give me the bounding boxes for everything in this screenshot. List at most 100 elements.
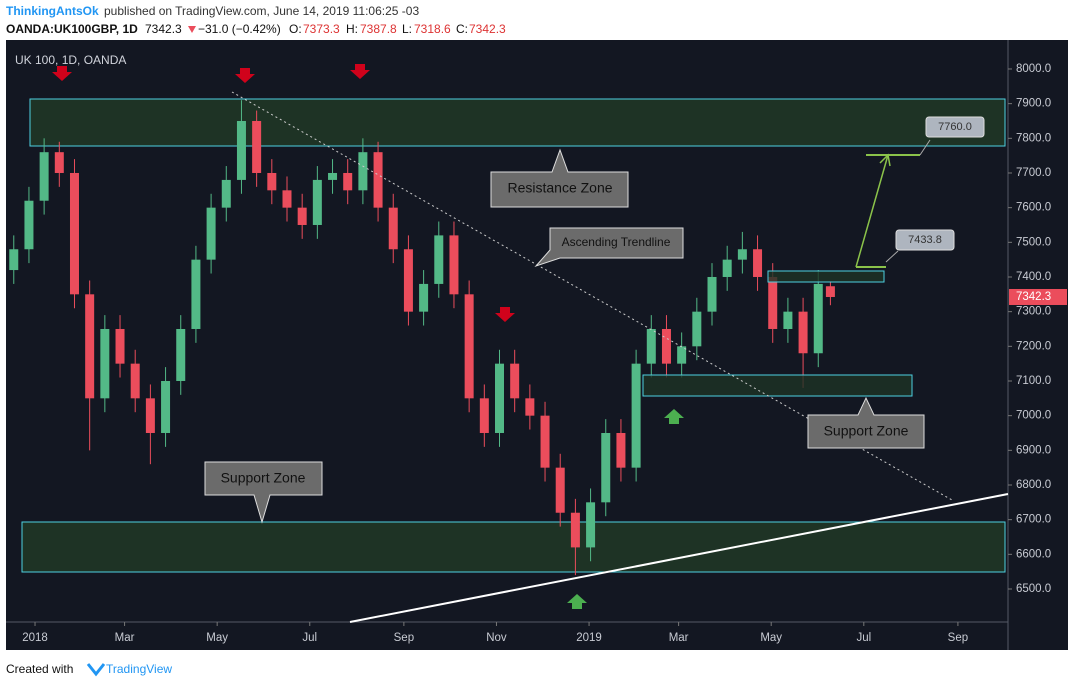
h-value: 7387.8 [360, 22, 397, 36]
c-value: 7342.3 [469, 22, 506, 36]
breakout-box [767, 270, 885, 283]
candle-body [737, 249, 747, 260]
candle-body [191, 259, 201, 329]
candle-body [267, 172, 277, 191]
label-leader [885, 250, 899, 263]
y-tick-label: 6600.0 [1016, 548, 1051, 560]
x-tick-label: Sep [394, 632, 414, 644]
x-tick-label: Jul [302, 632, 317, 644]
x-tick-label: Nov [486, 632, 507, 644]
callout [807, 396, 925, 449]
candle-body [39, 152, 49, 201]
y-tick-label: 7200.0 [1016, 340, 1051, 352]
last-price: 7342.3 [145, 22, 182, 36]
author[interactable]: ThinkingAntsOk [6, 4, 99, 18]
candle-body [479, 398, 489, 433]
callout-text: Resistance Zone [507, 180, 612, 196]
candle-body [494, 363, 504, 433]
logo [86, 663, 106, 677]
o-label: O: [289, 22, 302, 36]
candle-body [631, 363, 641, 468]
candle-body [145, 398, 155, 433]
x-tick-label: 2019 [576, 632, 602, 644]
footer-brand[interactable]: TradingView [106, 662, 172, 676]
candle-body [510, 363, 520, 399]
y-tick-label: 7300.0 [1016, 306, 1051, 318]
candle-body [707, 276, 717, 312]
x-tick-label: Sep [948, 632, 968, 644]
x-tick-label: Jul [856, 632, 871, 644]
y-tick-label: 7100.0 [1016, 375, 1051, 387]
candle-body [221, 179, 231, 208]
candle-body [601, 432, 611, 503]
candle-body [586, 502, 596, 548]
candle-body [24, 200, 34, 250]
candle-body [813, 283, 823, 354]
published: published on TradingView.com, June 14, 2… [104, 4, 419, 18]
drawings: 7760.0 7433.8 Resistance Zone Ascending … [52, 64, 1009, 623]
candle-body [206, 207, 216, 260]
price-tag-label: 7342.3 [1016, 291, 1051, 303]
candle-body [825, 286, 835, 297]
down-arrow [350, 64, 370, 79]
target-path [855, 154, 889, 268]
down-triangle [188, 26, 196, 33]
candle-body [783, 311, 793, 329]
price-tag [1009, 288, 1067, 305]
candle-body [312, 179, 322, 225]
y-tick-label: 6700.0 [1016, 514, 1051, 526]
x-tick-label: Mar [669, 632, 689, 644]
candle-body [85, 294, 95, 399]
resistance-zone [29, 98, 1006, 147]
callout [534, 227, 684, 268]
support-zone-mid [642, 374, 913, 397]
y-tick-label: 7900.0 [1016, 98, 1051, 110]
candle-body [419, 283, 429, 312]
candle-body [525, 398, 535, 416]
candle-body [115, 328, 125, 364]
footer-created: Created with [6, 662, 73, 676]
down-arrow [235, 68, 255, 83]
down-arrow [495, 307, 515, 322]
candle-body [464, 294, 474, 399]
callout-text: Ascending Trendline [562, 235, 671, 249]
candle-body [282, 190, 292, 208]
candle-body [54, 152, 64, 173]
breakout-label-box [895, 229, 955, 251]
candle-body [555, 467, 565, 513]
candle-body [9, 249, 19, 271]
up-arrow [567, 594, 587, 609]
candle-body [343, 172, 353, 191]
y-tick-label: 7500.0 [1016, 236, 1051, 248]
candle-body [403, 249, 413, 312]
candle-body [570, 512, 580, 548]
candle-body [69, 172, 79, 295]
candle-body [798, 311, 808, 354]
y-tick-label: 7700.0 [1016, 167, 1051, 179]
ascending-trendline [349, 493, 1009, 623]
target-label-box [925, 116, 985, 138]
target-label: 7760.0 [938, 121, 972, 133]
h-label: H: [346, 22, 358, 36]
candle-body [297, 207, 307, 225]
candle-body [540, 415, 550, 468]
candle-body [449, 235, 459, 295]
up-arrow [664, 409, 684, 424]
candle-body [661, 328, 671, 364]
candle-body [768, 276, 778, 329]
down-arrow [52, 66, 72, 81]
label-leader [919, 139, 931, 156]
candle-body [646, 328, 656, 364]
candle-body [722, 259, 732, 277]
callout [204, 461, 323, 524]
candle-body [252, 120, 262, 173]
y-tick-label: 7000.0 [1016, 410, 1051, 422]
candle-body [176, 328, 186, 381]
y-tick-label: 6500.0 [1016, 583, 1051, 595]
candle-body [100, 328, 110, 399]
x-tick-label: May [760, 632, 782, 644]
candle-body [161, 380, 171, 433]
o-value: 7373.3 [303, 22, 340, 36]
callout [490, 148, 629, 208]
